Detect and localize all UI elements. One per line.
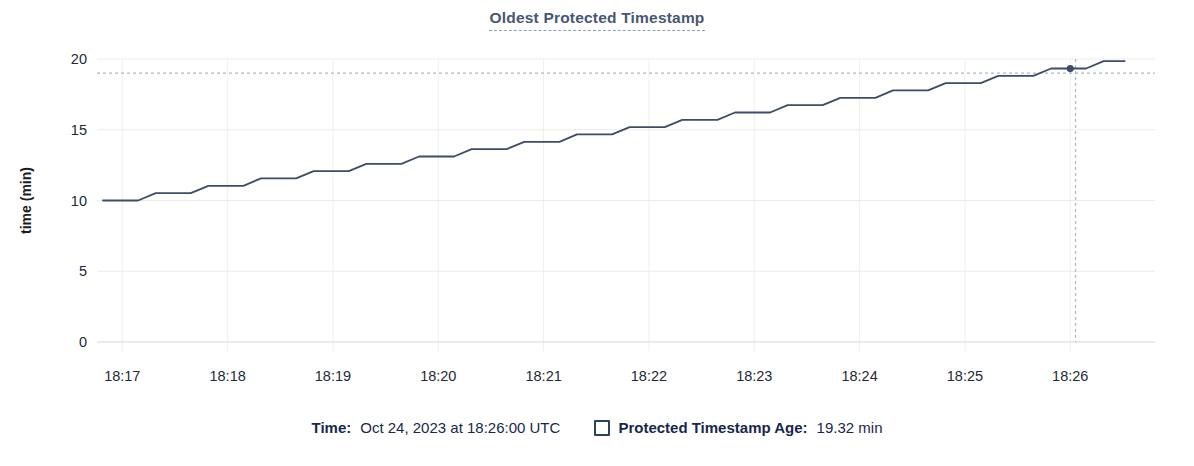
- y-tick-label: 0: [79, 334, 87, 350]
- y-axis-title: time (min): [18, 167, 34, 234]
- x-tick-label: 18:20: [420, 368, 456, 384]
- series-toggle-checkbox[interactable]: [594, 420, 610, 436]
- line-chart-canvas[interactable]: 0 5 10 15 20 18:17 18:18 18:19 18:20 18:21 18:22 18…: [0, 0, 1194, 400]
- y-tick-label: 15: [71, 122, 87, 138]
- x-tick-label: 18:21: [525, 368, 561, 384]
- x-tick-label: 18:17: [104, 368, 140, 384]
- series-value: 19.32 min: [817, 419, 883, 436]
- legend-series-protected-timestamp-age[interactable]: Protected Timestamp Age: 19.32 min: [594, 419, 882, 436]
- chart-tooltip-legend: Time: Oct 24, 2023 at 18:26:00 UTC Prote…: [0, 419, 1194, 436]
- tooltip-time-value: Oct 24, 2023 at 18:26:00 UTC: [360, 419, 560, 436]
- x-tick-label: 18:24: [841, 368, 877, 384]
- hover-data-point: [1067, 65, 1074, 72]
- timeseries-chart-panel: Oldest Protected Timestamp 0510152018:17…: [0, 0, 1194, 466]
- tooltip-time-label: Time:: [312, 419, 352, 436]
- x-tick-label: 18:26: [1052, 368, 1088, 384]
- x-tick-label: 18:18: [209, 368, 245, 384]
- series-label: Protected Timestamp Age:: [618, 419, 807, 436]
- y-tick-label: 5: [79, 263, 87, 279]
- x-tick-label: 18:19: [315, 368, 351, 384]
- y-tick-label: 10: [71, 193, 87, 209]
- series-line-protected-timestamp-age: [103, 61, 1125, 200]
- x-tick-label: 18:25: [947, 368, 983, 384]
- x-tick-label: 18:23: [736, 368, 772, 384]
- y-tick-label: 20: [71, 51, 87, 67]
- tooltip-time: Time: Oct 24, 2023 at 18:26:00 UTC: [312, 419, 561, 436]
- x-tick-label: 18:22: [631, 368, 667, 384]
